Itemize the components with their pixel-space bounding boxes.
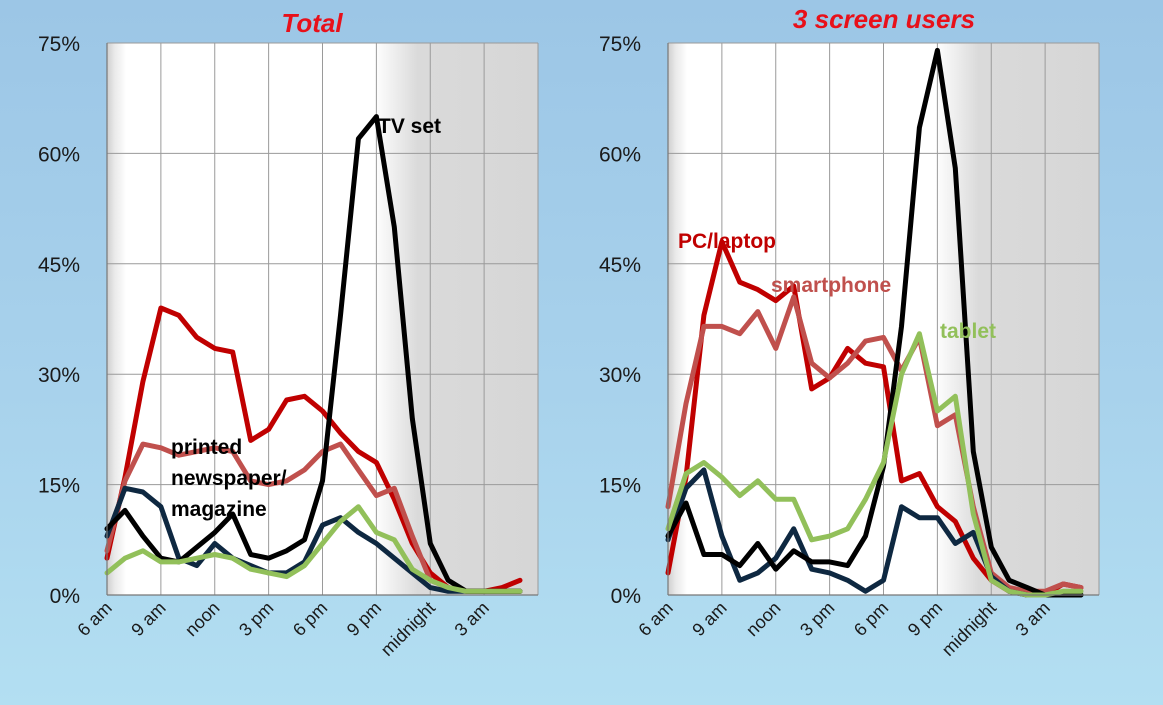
annotation-newspaper: newspaper/ bbox=[171, 467, 287, 490]
y-tick-label: 30% bbox=[38, 364, 80, 387]
series-label-tablet: tablet bbox=[940, 320, 996, 343]
y-tick-label: 0% bbox=[50, 585, 80, 608]
axis-frame bbox=[667, 43, 1099, 596]
series-line-tablet bbox=[665, 331, 1084, 598]
x-tick-label: 3 pm bbox=[235, 598, 277, 640]
series-line-newspaper bbox=[104, 485, 523, 594]
y-tick-label: 60% bbox=[599, 143, 641, 166]
x-tick-label: 6 pm bbox=[850, 598, 892, 640]
y-tick-label: 75% bbox=[599, 33, 641, 56]
x-tick-label: 9 pm bbox=[343, 598, 385, 640]
chart-total: 0%15%30%45%60%75% 6 am 9 am noon 3 pm 6 pm 9 … bbox=[38, 8, 539, 660]
x-tick-label: 3 am bbox=[451, 598, 493, 640]
x-tick-label: 3 am bbox=[1012, 598, 1054, 640]
x-tick-label: 9 pm bbox=[904, 598, 946, 640]
y-tick-labels: 0% 15% 30% 45% 60% 75% bbox=[38, 33, 80, 608]
annotation-printed: printed bbox=[171, 436, 242, 459]
x-tick-label: noon bbox=[742, 598, 784, 640]
y-tick-label: 60% bbox=[38, 143, 80, 166]
series-line-tablet bbox=[104, 504, 523, 594]
series-label-smartphone: smartphone bbox=[771, 274, 891, 297]
y-tick-label: 15% bbox=[599, 475, 641, 498]
x-tick-label: 3 pm bbox=[796, 598, 838, 640]
y-tick-label: 15% bbox=[38, 475, 80, 498]
series-label-tv: TV set bbox=[378, 115, 441, 138]
series-line-tv bbox=[665, 47, 1084, 598]
annotation-magazine: magazine bbox=[171, 498, 267, 521]
chart-title: Total bbox=[281, 8, 343, 38]
x-tick-label: midnight bbox=[377, 598, 439, 660]
x-tick-label: midnight bbox=[938, 598, 1000, 660]
axis-frame bbox=[106, 43, 538, 596]
chart-3-screen-users: 0%15%30%45%60%75% 6 am 9 am noon 3 pm 6 pm 9 … bbox=[599, 4, 1100, 660]
y-tick-labels: 0% 15% 30% 45% 60% 75% bbox=[599, 33, 641, 608]
y-tick-label: 75% bbox=[38, 33, 80, 56]
series-group bbox=[665, 47, 1084, 598]
y-tick-label: 0% bbox=[611, 585, 641, 608]
grid-lines bbox=[106, 42, 539, 596]
y-tick-label: 45% bbox=[599, 254, 641, 277]
chart-title: 3 screen users bbox=[793, 4, 975, 34]
series-label-pc: PC/laptop bbox=[678, 230, 776, 253]
x-tick-label: 9 am bbox=[127, 598, 169, 640]
x-tick-label: noon bbox=[181, 598, 223, 640]
series-group bbox=[104, 114, 523, 594]
y-tick-label: 30% bbox=[599, 364, 641, 387]
x-tick-label: 9 am bbox=[688, 598, 730, 640]
y-tick-label: 45% bbox=[38, 254, 80, 277]
series-line-smartphone bbox=[665, 294, 1084, 594]
x-tick-label: 6 pm bbox=[289, 598, 331, 640]
